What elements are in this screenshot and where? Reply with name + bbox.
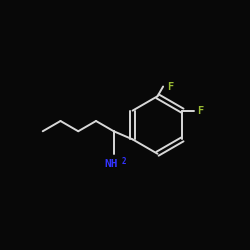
Text: F: F [167, 82, 173, 92]
Text: F: F [198, 106, 204, 116]
Text: NH: NH [104, 159, 118, 169]
Text: 2: 2 [122, 157, 126, 166]
